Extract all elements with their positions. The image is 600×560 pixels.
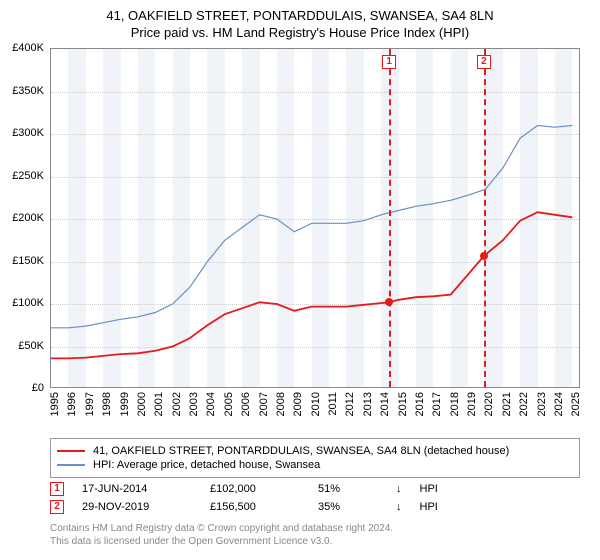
sale-index-box: 1 — [50, 482, 64, 496]
x-axis-label: 2024 — [553, 392, 565, 416]
footer-line: Contains HM Land Registry data © Crown c… — [50, 522, 580, 535]
legend-item-property: 41, OAKFIELD STREET, PONTARDDULAIS, SWAN… — [57, 445, 573, 457]
legend-swatch — [57, 464, 85, 466]
x-axis-label: 2007 — [258, 392, 270, 416]
x-axis-label: 2017 — [431, 392, 443, 416]
x-axis-label: 2016 — [414, 392, 426, 416]
legend-item-hpi: HPI: Average price, detached house, Swan… — [57, 459, 573, 471]
line-layer — [51, 49, 581, 389]
x-axis-label: 2005 — [223, 392, 235, 416]
sale-marker-box: 2 — [477, 55, 491, 69]
legend-label: HPI: Average price, detached house, Swan… — [93, 459, 320, 471]
sale-marker-line — [484, 49, 486, 387]
x-axis-label: 2025 — [570, 392, 582, 416]
x-axis-label: 2023 — [536, 392, 548, 416]
sale-cmp: HPI — [420, 483, 438, 495]
y-axis-label: £350K — [12, 85, 44, 97]
property-line — [51, 212, 572, 358]
sale-price: £156,500 — [210, 501, 300, 513]
sale-dot — [385, 298, 393, 306]
sale-table: 1 17-JUN-2014 £102,000 51% ↓ HPI 2 29-NOV-2019 £… — [50, 478, 580, 518]
footer: Contains HM Land Registry data © Crown c… — [50, 522, 580, 548]
y-axis-label: £250K — [12, 170, 44, 182]
sale-price: £102,000 — [210, 483, 300, 495]
legend: 41, OAKFIELD STREET, PONTARDDULAIS, SWAN… — [50, 438, 580, 478]
x-axis-label: 1995 — [49, 392, 61, 416]
hpi-line — [51, 126, 572, 328]
sale-pct: 51% — [318, 483, 378, 495]
y-axis-label: £300K — [12, 127, 44, 139]
x-axis-label: 2009 — [292, 392, 304, 416]
sale-row: 1 17-JUN-2014 £102,000 51% ↓ HPI — [50, 482, 580, 496]
x-axis-label: 2022 — [518, 392, 530, 416]
y-axis-label: £50K — [18, 340, 44, 352]
sale-row: 2 29-NOV-2019 £156,500 35% ↓ HPI — [50, 500, 580, 514]
arrow-down-icon: ↓ — [396, 501, 402, 513]
page-title: 41, OAKFIELD STREET, PONTARDDULAIS, SWAN… — [0, 8, 600, 23]
x-axis-label: 2004 — [205, 392, 217, 416]
x-axis-label: 2014 — [379, 392, 391, 416]
x-axis-label: 2001 — [153, 392, 165, 416]
x-axis-label: 1998 — [101, 392, 113, 416]
x-axis-label: 2008 — [275, 392, 287, 416]
x-axis-label: 2015 — [397, 392, 409, 416]
x-axis-label: 2011 — [327, 392, 339, 416]
x-axis-label: 1997 — [84, 392, 96, 416]
y-axis-label: £100K — [12, 297, 44, 309]
x-axis-label: 1999 — [119, 392, 131, 416]
sale-date: 17-JUN-2014 — [82, 483, 192, 495]
x-axis-label: 2012 — [344, 392, 356, 416]
title-block: 41, OAKFIELD STREET, PONTARDDULAIS, SWAN… — [0, 0, 600, 44]
plot-area: 12 — [50, 48, 580, 388]
sale-marker-line — [389, 49, 391, 387]
x-axis-label: 2020 — [483, 392, 495, 416]
sale-index-box: 2 — [50, 500, 64, 514]
sale-marker-box: 1 — [382, 55, 396, 69]
x-axis-label: 2000 — [136, 392, 148, 416]
x-axis-label: 2019 — [466, 392, 478, 416]
x-axis-label: 2006 — [240, 392, 252, 416]
y-axis-label: £400K — [12, 42, 44, 54]
x-axis-label: 2018 — [449, 392, 461, 416]
sale-pct: 35% — [318, 501, 378, 513]
x-axis-label: 2002 — [171, 392, 183, 416]
footer-line: This data is licensed under the Open Gov… — [50, 535, 580, 548]
legend-swatch — [57, 450, 85, 452]
y-axis-label: £200K — [12, 212, 44, 224]
arrow-down-icon: ↓ — [396, 483, 402, 495]
sale-dot — [480, 252, 488, 260]
chart: 12 £0£50K£100K£150K£200K£250K£300K£350K£… — [50, 48, 580, 408]
x-axis-label: 2021 — [501, 392, 513, 416]
x-axis-label: 1996 — [66, 392, 78, 416]
x-axis-label: 2013 — [362, 392, 374, 416]
page-subtitle: Price paid vs. HM Land Registry's House … — [0, 25, 600, 40]
sale-cmp: HPI — [420, 501, 438, 513]
sale-date: 29-NOV-2019 — [82, 501, 192, 513]
y-axis-label: £150K — [12, 255, 44, 267]
x-axis-label: 2010 — [310, 392, 322, 416]
y-axis-label: £0 — [32, 382, 44, 394]
legend-label: 41, OAKFIELD STREET, PONTARDDULAIS, SWAN… — [93, 445, 509, 457]
x-axis-label: 2003 — [188, 392, 200, 416]
